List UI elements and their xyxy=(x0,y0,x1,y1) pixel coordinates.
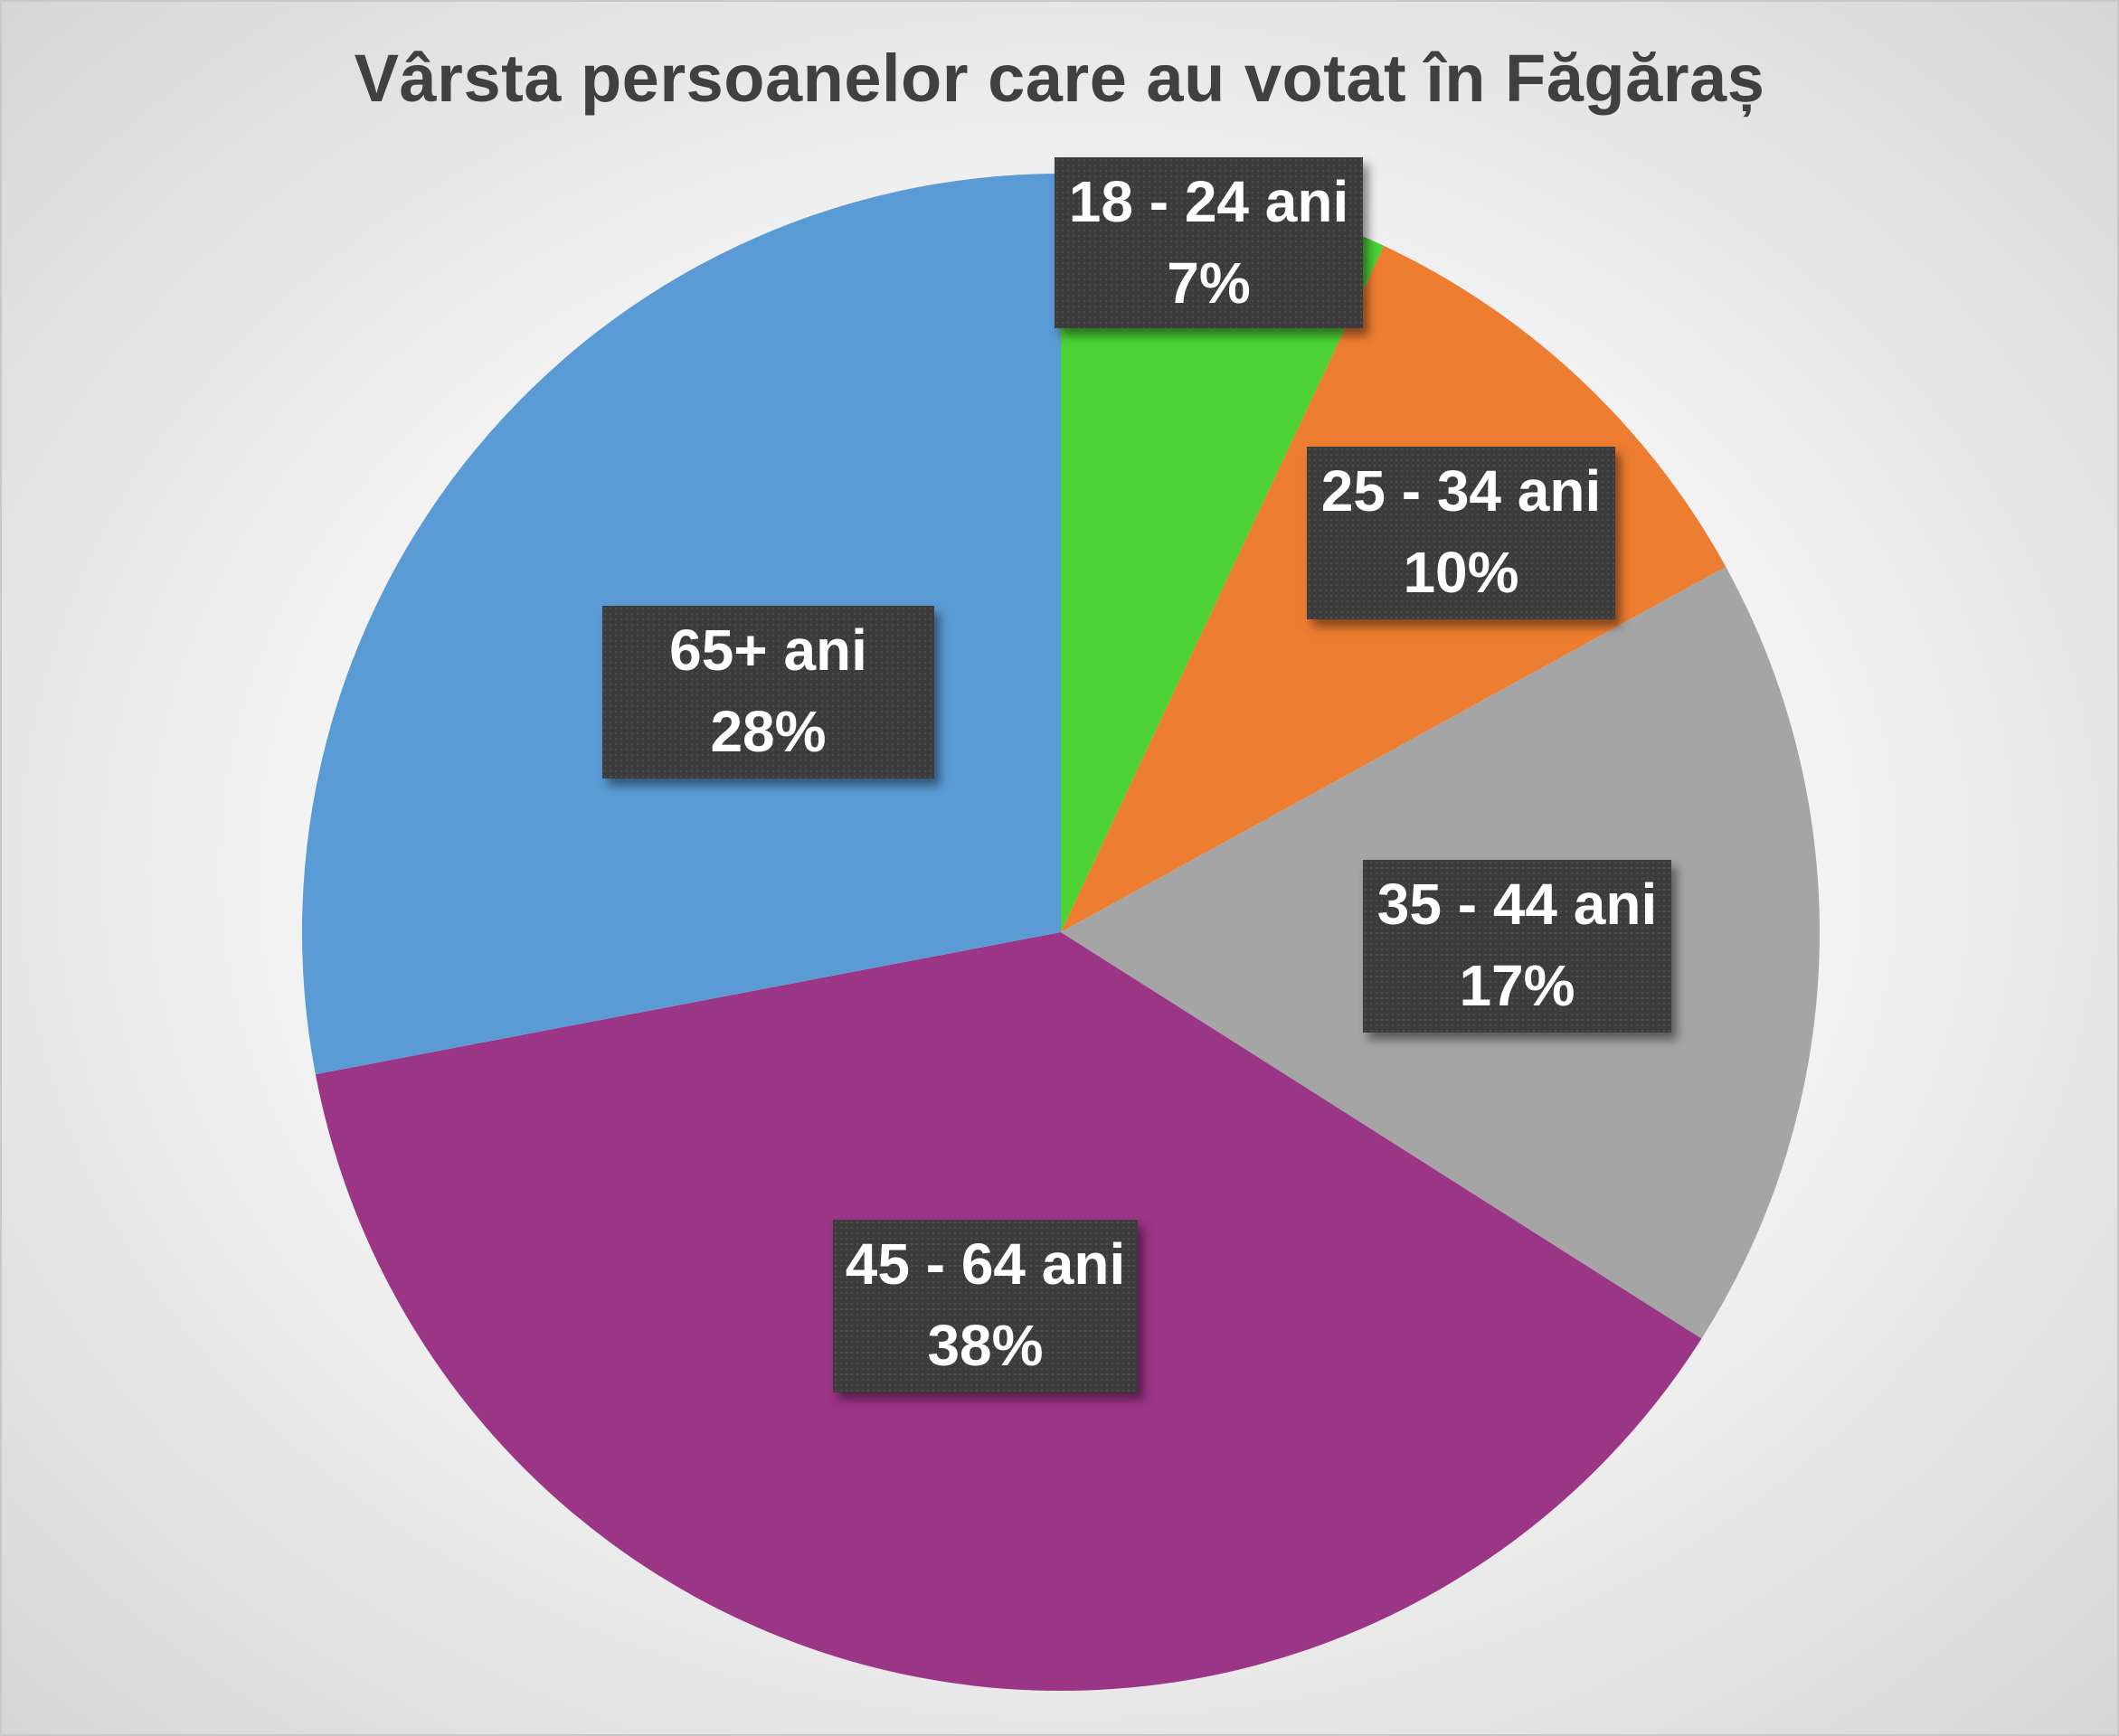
data-label-35-44-value: 17% xyxy=(1459,953,1575,1018)
data-label-25-34: 25 - 34 ani 10% xyxy=(1307,447,1615,619)
data-label-18-24: 18 - 24 ani 7% xyxy=(1055,157,1363,328)
chart-title: Vârsta persoanelor care au votat în Făgă… xyxy=(354,41,1765,116)
data-label-35-44-category: 35 - 44 ani xyxy=(1376,872,1658,937)
data-label-65-plus-category: 65+ ani xyxy=(669,618,867,683)
data-label-25-34-value: 10% xyxy=(1403,540,1519,605)
data-label-65-plus: 65+ ani 28% xyxy=(602,606,934,778)
data-label-45-64-category: 45 - 64 ani xyxy=(845,1231,1126,1297)
pie-slice-18-24-ani xyxy=(1061,174,1385,932)
data-label-65-plus-value: 28% xyxy=(710,699,827,764)
data-label-25-34-category: 25 - 34 ani xyxy=(1320,458,1602,524)
data-label-18-24-value: 7% xyxy=(1167,250,1251,316)
data-label-18-24-category: 18 - 24 ani xyxy=(1068,169,1349,234)
data-label-35-44: 35 - 44 ani 17% xyxy=(1363,860,1671,1033)
data-label-45-64: 45 - 64 ani 38% xyxy=(833,1220,1138,1392)
data-label-45-64-value: 38% xyxy=(927,1313,1044,1378)
